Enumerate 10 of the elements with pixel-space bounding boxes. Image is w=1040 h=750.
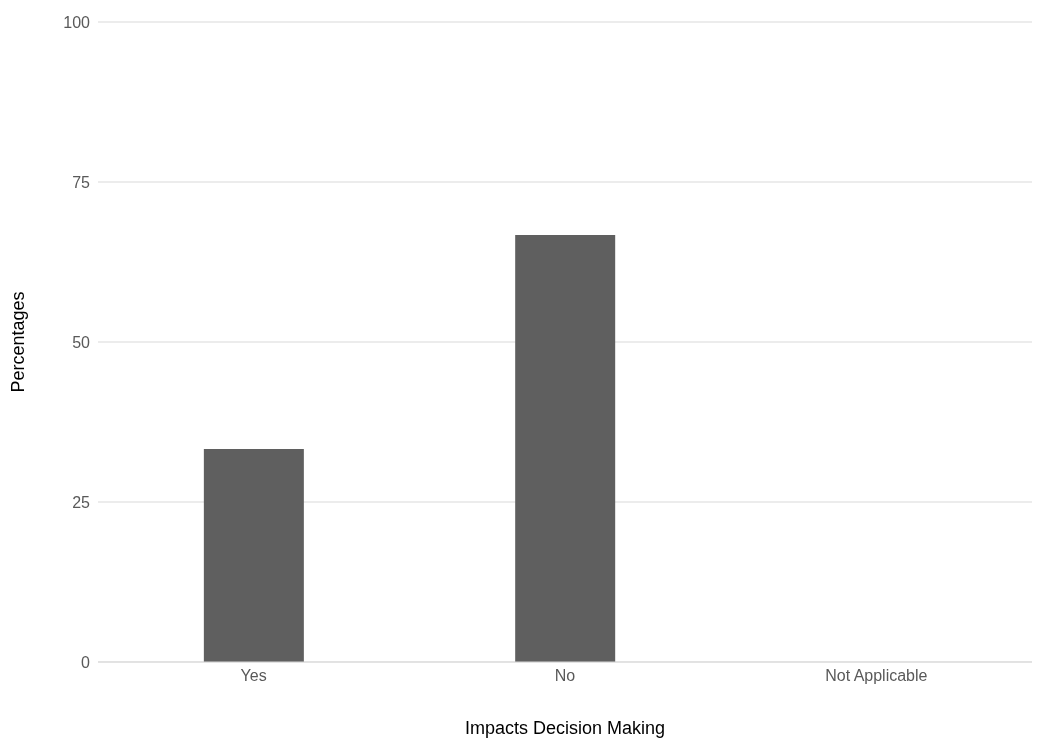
y-tick-label: 100	[63, 13, 91, 31]
y-tick-label: 75	[72, 173, 91, 191]
x-tick-label: Not Applicable	[825, 667, 928, 685]
x-tick-label: No	[554, 667, 576, 685]
y-axis-title: Percentages	[8, 291, 29, 393]
x-tick-label: Yes	[240, 667, 267, 685]
x-axis-title: Impacts Decision Making	[464, 718, 666, 738]
y-tick-label: 50	[72, 333, 91, 351]
y-tick-label: 25	[72, 493, 91, 511]
y-tick-label: 0	[81, 653, 91, 671]
